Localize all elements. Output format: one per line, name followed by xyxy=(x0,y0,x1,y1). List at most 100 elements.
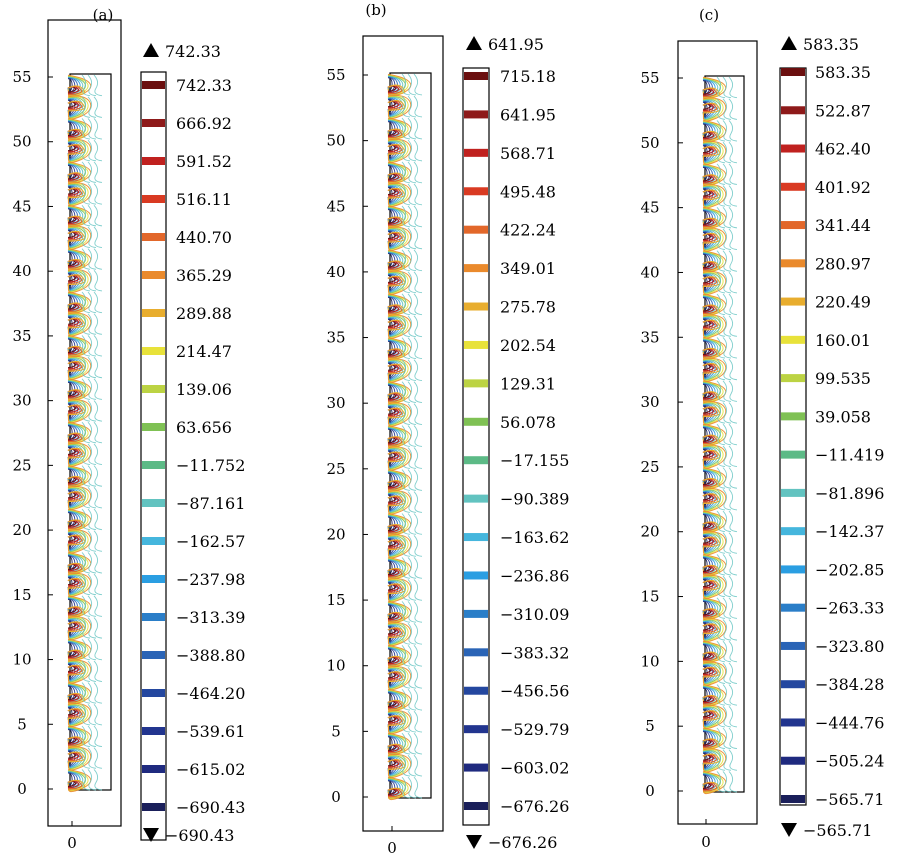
colorbar-swatch xyxy=(142,309,165,317)
y-tick-label: 20 xyxy=(326,525,345,543)
colorbar-swatch xyxy=(142,195,165,203)
contour-line xyxy=(407,688,417,711)
colorbar-swatch xyxy=(142,461,165,469)
contour-line xyxy=(401,535,411,557)
contour-line xyxy=(81,573,91,596)
y-tick-label: 10 xyxy=(640,652,659,670)
contour-line xyxy=(93,769,103,791)
contour-line xyxy=(702,271,727,296)
contour-line xyxy=(728,76,738,99)
colorbar-level-label: 495.48 xyxy=(500,182,556,201)
contour-line xyxy=(413,469,423,491)
colorbar-level-label: 275.78 xyxy=(500,298,556,317)
contour-line xyxy=(728,358,738,381)
y-tick-label: 25 xyxy=(640,458,659,476)
contour-line xyxy=(81,660,91,682)
contour-line xyxy=(93,638,103,661)
contour-line xyxy=(716,163,726,185)
colorbar-level-label: 365.29 xyxy=(176,266,232,285)
contour-line xyxy=(722,575,732,598)
contour-line xyxy=(67,703,92,728)
contour-line xyxy=(67,779,86,791)
contour-line xyxy=(387,567,406,579)
contour-line xyxy=(413,513,423,535)
contour-line xyxy=(93,421,103,444)
colorbar-level-label: 214.47 xyxy=(176,342,232,361)
domain-outline xyxy=(389,72,432,799)
contour-line xyxy=(728,120,738,142)
contour-line xyxy=(87,400,97,422)
contour-line xyxy=(93,400,103,422)
contour-line xyxy=(702,140,727,165)
contour-line xyxy=(87,508,97,531)
y-tick-label: 50 xyxy=(640,134,659,152)
contour-line xyxy=(716,358,726,381)
contour-line xyxy=(722,98,732,120)
colorbar-swatch xyxy=(781,718,805,727)
contour-line xyxy=(87,74,97,97)
contour-line xyxy=(716,250,726,272)
colorbar-level-label: 462.40 xyxy=(815,140,871,159)
colorbar-level-label: −383.32 xyxy=(500,643,569,662)
contour-line xyxy=(387,128,406,140)
contour-line xyxy=(401,579,411,601)
min-marker-label: −676.26 xyxy=(488,833,557,852)
x-tick-label: 0 xyxy=(67,834,77,852)
colorbar-level-label: 715.18 xyxy=(500,67,556,86)
y-tick-label: 25 xyxy=(326,460,345,478)
contour-line xyxy=(716,206,726,229)
contour-line xyxy=(728,402,738,424)
contour-line xyxy=(413,381,423,403)
colorbar-swatch xyxy=(142,385,165,393)
colorbar-swatch xyxy=(464,494,488,503)
min-marker-icon xyxy=(781,823,797,837)
contour-line xyxy=(722,489,732,511)
contour-line xyxy=(702,748,727,773)
max-marker-label: 641.95 xyxy=(488,35,544,54)
contour-line xyxy=(722,228,732,251)
contour-line xyxy=(81,139,91,162)
contour-line xyxy=(702,705,727,730)
contour-line xyxy=(387,226,412,251)
colorbar-level-label: −87.161 xyxy=(176,494,245,513)
colorbar-swatch xyxy=(142,81,165,89)
colorbar-swatch xyxy=(142,157,165,165)
contour-line xyxy=(702,661,727,686)
contour-line xyxy=(407,139,417,162)
contour-line xyxy=(407,601,417,623)
contour-line xyxy=(387,787,406,799)
contour-line xyxy=(87,617,97,639)
contour-line xyxy=(387,534,412,559)
contour-line xyxy=(722,771,732,793)
colorbar-level-label: −384.28 xyxy=(815,675,884,694)
min-marker-label: −565.71 xyxy=(803,821,872,840)
contour-line xyxy=(93,183,103,205)
contour-line xyxy=(81,530,91,552)
contour-line xyxy=(716,315,726,337)
contour-line xyxy=(401,447,411,469)
contour-line xyxy=(67,519,86,531)
y-tick-label: 15 xyxy=(326,591,345,609)
contour-line xyxy=(413,666,423,689)
contour-line xyxy=(716,120,726,142)
contour-line xyxy=(401,315,411,338)
colorbar-level-label: 202.54 xyxy=(500,336,556,355)
contour-line xyxy=(702,738,721,750)
max-marker-label: 583.35 xyxy=(803,35,859,54)
contour-line xyxy=(67,269,92,294)
colorbar-level-label: −237.98 xyxy=(176,570,245,589)
contour-line xyxy=(722,467,732,489)
contour-line xyxy=(87,226,97,249)
contour-line xyxy=(81,183,91,205)
contour-line xyxy=(401,688,411,711)
contour-line xyxy=(401,227,411,250)
contour-line xyxy=(387,314,412,339)
contour-line xyxy=(702,434,721,446)
y-tick-label: 30 xyxy=(640,393,659,411)
colorbar-level-label: 666.92 xyxy=(176,114,232,133)
contour-line xyxy=(81,421,91,444)
contour-line xyxy=(67,399,92,424)
contour-line xyxy=(728,98,738,120)
colorbar-swatch xyxy=(142,119,165,127)
colorbar-swatch xyxy=(781,374,805,383)
